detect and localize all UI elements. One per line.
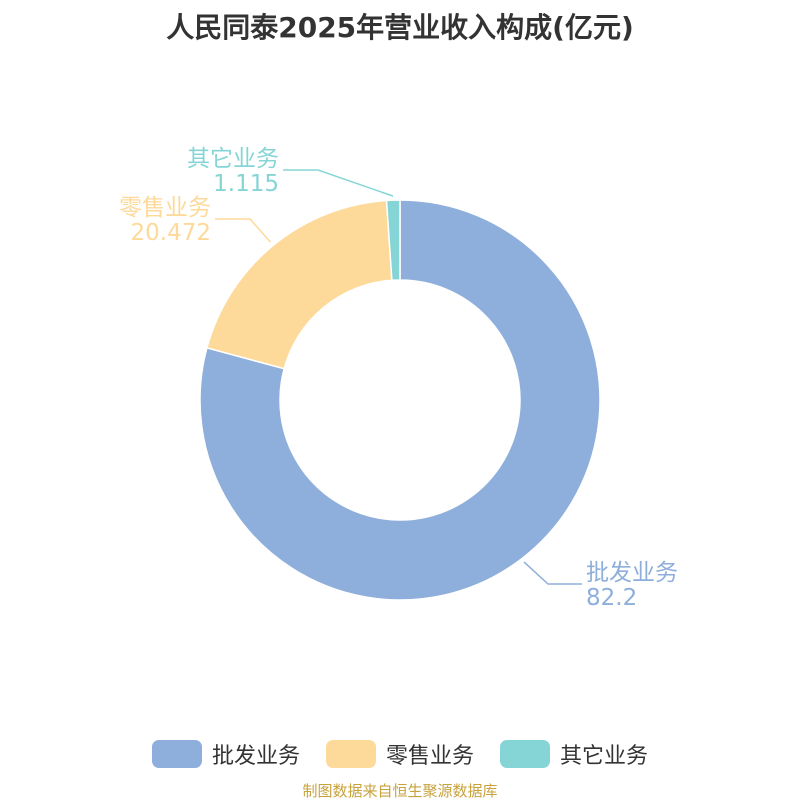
legend: 批发业务 零售业务 其它业务 xyxy=(0,738,800,770)
legend-swatch-retail xyxy=(325,740,376,768)
leader-line-wholesale xyxy=(523,561,582,585)
leader-line-other xyxy=(283,169,394,197)
slice-label-other: 其它业务 xyxy=(187,146,279,172)
chart-title: 人民同泰2025年营业收入构成(亿元) xyxy=(166,11,634,44)
legend-swatch-other xyxy=(500,740,550,768)
slice-other[interactable] xyxy=(385,199,401,282)
legend-label-other: 其它业务 xyxy=(560,744,649,769)
leader-line-retail xyxy=(215,218,272,243)
legend-item-wholesale[interactable]: 批发业务 xyxy=(151,738,300,770)
slice-label-retail: 零售业务 xyxy=(119,195,211,221)
legend-item-other[interactable]: 其它业务 xyxy=(500,738,648,770)
legend-item-retail[interactable]: 零售业务 xyxy=(325,738,474,770)
slice-value-retail: 20.472 xyxy=(131,220,211,246)
legend-label-retail: 零售业务 xyxy=(385,744,474,769)
slice-wholesale[interactable] xyxy=(199,199,601,601)
legend-swatch-wholesale xyxy=(151,740,202,768)
slice-label-wholesale: 批发业务 xyxy=(586,560,678,586)
slice-value-other: 1.115 xyxy=(213,171,279,197)
legend-label-wholesale: 批发业务 xyxy=(211,744,300,769)
slice-retail[interactable] xyxy=(206,199,393,370)
slice-value-wholesale: 82.2 xyxy=(586,585,637,611)
source-note: 制图数据来自恒生聚源数据库 xyxy=(302,782,498,800)
